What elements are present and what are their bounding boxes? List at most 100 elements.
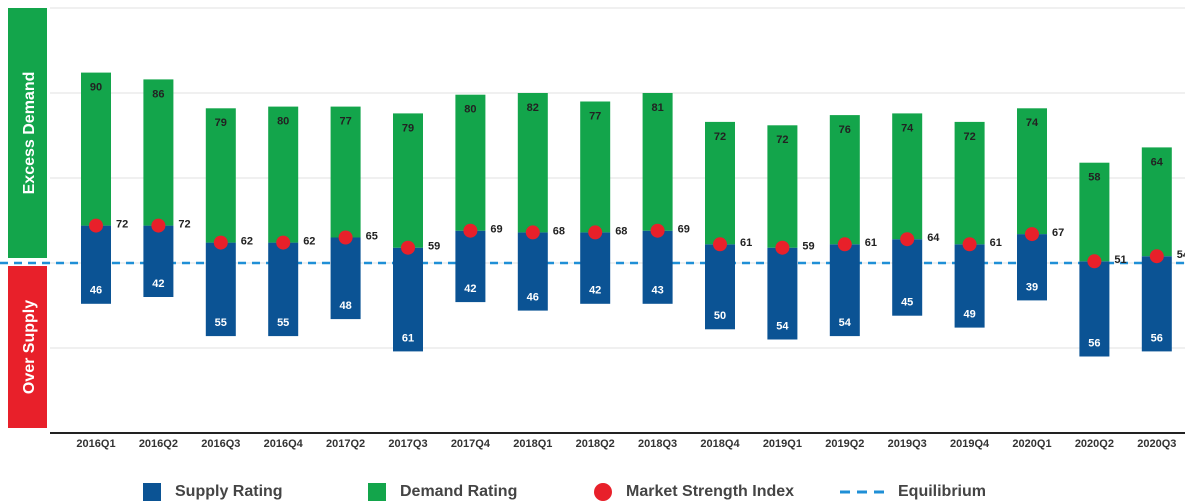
demand-bar (705, 121, 735, 245)
msi-label: 65 (366, 230, 378, 242)
msi-label: 62 (241, 236, 253, 248)
x-tick-label: 2020Q2 (1075, 438, 1114, 450)
legend-swatch (143, 483, 161, 501)
demand-label: 72 (963, 131, 975, 143)
msi-point (775, 240, 790, 255)
demand-bar (1079, 162, 1110, 262)
msi-label: 68 (615, 225, 627, 237)
x-tick-label: 2019Q4 (950, 438, 990, 450)
supply-bar (580, 232, 611, 304)
x-tick-label: 2017Q4 (451, 438, 491, 450)
msi-point (837, 237, 852, 252)
demand-label: 77 (589, 110, 601, 122)
supply-bar (829, 244, 860, 337)
supply-label: 50 (714, 310, 726, 322)
supply-bar (393, 247, 423, 352)
msi-label: 51 (1114, 254, 1126, 266)
msi-label: 69 (678, 224, 690, 236)
msi-label: 62 (303, 236, 315, 248)
x-tick-label: 2017Q3 (388, 438, 427, 450)
legend-swatch (368, 483, 386, 501)
demand-label: 74 (1026, 117, 1039, 129)
supply-label: 46 (527, 292, 539, 304)
demand-label: 90 (90, 82, 102, 94)
demand-label: 58 (1088, 172, 1100, 184)
x-tick-label: 2016Q4 (264, 438, 304, 450)
msi-label: 59 (428, 241, 440, 253)
supply-bar (81, 225, 111, 304)
supply-label: 42 (589, 285, 601, 297)
demand-bar (767, 125, 798, 248)
demand-label: 74 (901, 122, 914, 134)
msi-point (588, 225, 603, 240)
supply-label: 43 (651, 285, 663, 297)
msi-point (463, 223, 478, 238)
supply-label: 61 (402, 332, 414, 344)
supply-bar (517, 232, 548, 311)
msi-label: 72 (178, 219, 190, 231)
x-tick-label: 2016Q3 (201, 438, 240, 450)
msi-label: 61 (990, 237, 1002, 249)
supply-label: 49 (963, 309, 975, 321)
msi-label: 68 (553, 225, 565, 237)
demand-bar (393, 113, 423, 248)
supply-bar (1079, 261, 1110, 357)
x-tick-label: 2017Q2 (326, 438, 365, 450)
supply-bar (268, 242, 299, 337)
demand-label: 86 (152, 88, 164, 100)
supply-label: 55 (277, 317, 289, 329)
supply-bar (767, 247, 798, 340)
legend-label: Demand Rating (400, 483, 517, 500)
msi-point (276, 235, 291, 250)
x-tick-label: 2018Q3 (638, 438, 677, 450)
msi-point (1087, 254, 1102, 269)
msi-point (650, 223, 665, 238)
msi-label: 61 (740, 237, 752, 249)
supply-bar (642, 230, 673, 304)
demand-label: 77 (339, 116, 351, 128)
msi-point (962, 237, 977, 252)
demand-bar (1141, 147, 1172, 257)
supply-bar (892, 239, 923, 316)
msi-label: 64 (927, 232, 940, 244)
msi-label: 59 (802, 241, 814, 253)
msi-point (401, 240, 415, 255)
msi-point (151, 218, 166, 233)
demand-bar (205, 108, 236, 243)
x-tick-label: 2018Q2 (576, 438, 615, 450)
demand-bar (143, 79, 174, 226)
supply-bar (143, 225, 174, 297)
demand-label: 64 (1151, 156, 1164, 168)
supply-label: 46 (90, 285, 102, 297)
excess-demand-label: Excess Demand (21, 72, 38, 195)
demand-bar (330, 106, 361, 238)
msi-point (89, 218, 103, 233)
demand-label: 72 (776, 134, 788, 146)
supply-label: 54 (776, 320, 789, 332)
x-tick-label: 2018Q4 (700, 438, 740, 450)
supply-label: 55 (215, 317, 227, 329)
legend-label: Equilibrium (898, 483, 986, 500)
demand-label: 76 (839, 124, 851, 136)
demand-label: 82 (527, 102, 539, 114)
excess-demand-zone (8, 8, 47, 258)
demand-label: 80 (277, 116, 289, 128)
msi-point (1025, 227, 1039, 242)
supply-label: 56 (1151, 332, 1163, 344)
x-tick-label: 2016Q2 (139, 438, 178, 450)
demand-bar (642, 93, 673, 231)
demand-label: 81 (651, 102, 663, 114)
supply-label: 39 (1026, 281, 1038, 293)
x-tick-label: 2019Q1 (763, 438, 802, 450)
supply-bar (1141, 256, 1172, 352)
legend-label: Supply Rating (175, 483, 283, 500)
msi-point (213, 235, 228, 250)
x-tick-label: 2016Q1 (76, 438, 115, 450)
supply-label: 56 (1088, 337, 1100, 349)
demand-label: 79 (402, 122, 414, 134)
msi-label: 61 (865, 237, 877, 249)
demand-bar (1017, 108, 1047, 235)
demand-bar (829, 115, 860, 245)
x-tick-label: 2019Q3 (888, 438, 927, 450)
